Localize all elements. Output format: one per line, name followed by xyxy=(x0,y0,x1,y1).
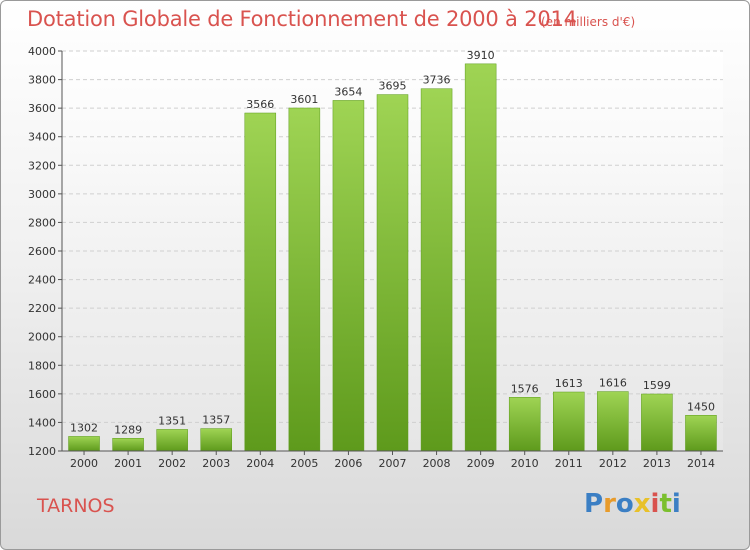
bar xyxy=(112,438,144,452)
chart-title: Dotation Globale de Fonctionnement de 20… xyxy=(27,7,577,31)
bar xyxy=(376,94,409,452)
x-tick-label: 2006 xyxy=(334,457,362,470)
data-label: 3566 xyxy=(246,98,274,111)
x-tick-label: 2000 xyxy=(70,457,98,470)
y-tick-label: 3400 xyxy=(28,131,56,144)
data-label: 1613 xyxy=(555,377,583,390)
bar xyxy=(685,415,717,452)
data-label: 1599 xyxy=(643,379,671,392)
x-tick-label: 2001 xyxy=(114,457,142,470)
data-label: 3910 xyxy=(467,49,495,62)
y-tick-label: 4000 xyxy=(28,45,56,58)
data-label: 1576 xyxy=(511,382,539,395)
data-label: 3695 xyxy=(379,80,407,93)
x-tick-label: 2013 xyxy=(643,457,671,470)
x-tick-label: 2004 xyxy=(246,457,274,470)
chart-subtitle: (en milliers d'€) xyxy=(541,15,636,29)
bar xyxy=(156,429,188,452)
x-tick-label: 2011 xyxy=(555,457,583,470)
proxiti-logo: Proxiti xyxy=(584,489,681,519)
y-tick-label: 3200 xyxy=(28,159,56,172)
y-tick-label: 2800 xyxy=(28,216,56,229)
bar xyxy=(288,107,321,452)
x-tick-label: 2007 xyxy=(379,457,407,470)
y-tick-label: 3000 xyxy=(28,188,56,201)
logo-letter: r xyxy=(603,489,616,519)
bar xyxy=(244,112,277,452)
x-tick-label: 2003 xyxy=(202,457,230,470)
logo-letter: i xyxy=(671,489,681,519)
logo-letter: P xyxy=(584,489,604,519)
bar xyxy=(68,436,100,452)
y-tick-label: 1800 xyxy=(28,359,56,372)
data-label: 1289 xyxy=(114,423,142,436)
x-tick-label: 2009 xyxy=(467,457,495,470)
bar xyxy=(464,63,497,452)
logo-letter: i xyxy=(650,489,660,519)
bar xyxy=(553,391,585,452)
logo-letter: x xyxy=(633,489,651,519)
data-label: 1450 xyxy=(687,400,715,413)
data-label: 3601 xyxy=(290,93,318,106)
data-label: 1357 xyxy=(202,414,230,427)
y-tick-label: 3600 xyxy=(28,102,56,115)
x-tick-label: 2008 xyxy=(423,457,451,470)
x-tick-label: 2014 xyxy=(687,457,715,470)
town-name: TARNOS xyxy=(37,495,115,517)
bar xyxy=(332,100,365,452)
bar xyxy=(420,88,453,452)
data-label: 3736 xyxy=(423,74,451,87)
y-tick-label: 1400 xyxy=(28,416,56,429)
data-label: 3654 xyxy=(334,85,362,98)
x-tick-label: 2012 xyxy=(599,457,627,470)
bar xyxy=(641,393,673,452)
bar xyxy=(597,391,629,452)
y-tick-label: 2400 xyxy=(28,274,56,287)
data-label: 1351 xyxy=(158,414,186,427)
x-tick-label: 2010 xyxy=(511,457,539,470)
y-tick-label: 2600 xyxy=(28,245,56,258)
y-tick-label: 2200 xyxy=(28,302,56,315)
bar xyxy=(200,428,232,452)
data-label: 1616 xyxy=(599,377,627,390)
x-tick-label: 2005 xyxy=(290,457,318,470)
x-tick-label: 2002 xyxy=(158,457,186,470)
data-label: 1302 xyxy=(70,421,98,434)
logo-letter: o xyxy=(615,489,634,519)
y-tick-label: 2000 xyxy=(28,331,56,344)
y-tick-label: 1200 xyxy=(28,445,56,458)
logo-letter: t xyxy=(659,489,672,519)
y-tick-label: 3800 xyxy=(28,74,56,87)
bar xyxy=(508,397,541,452)
y-tick-label: 1600 xyxy=(28,388,56,401)
